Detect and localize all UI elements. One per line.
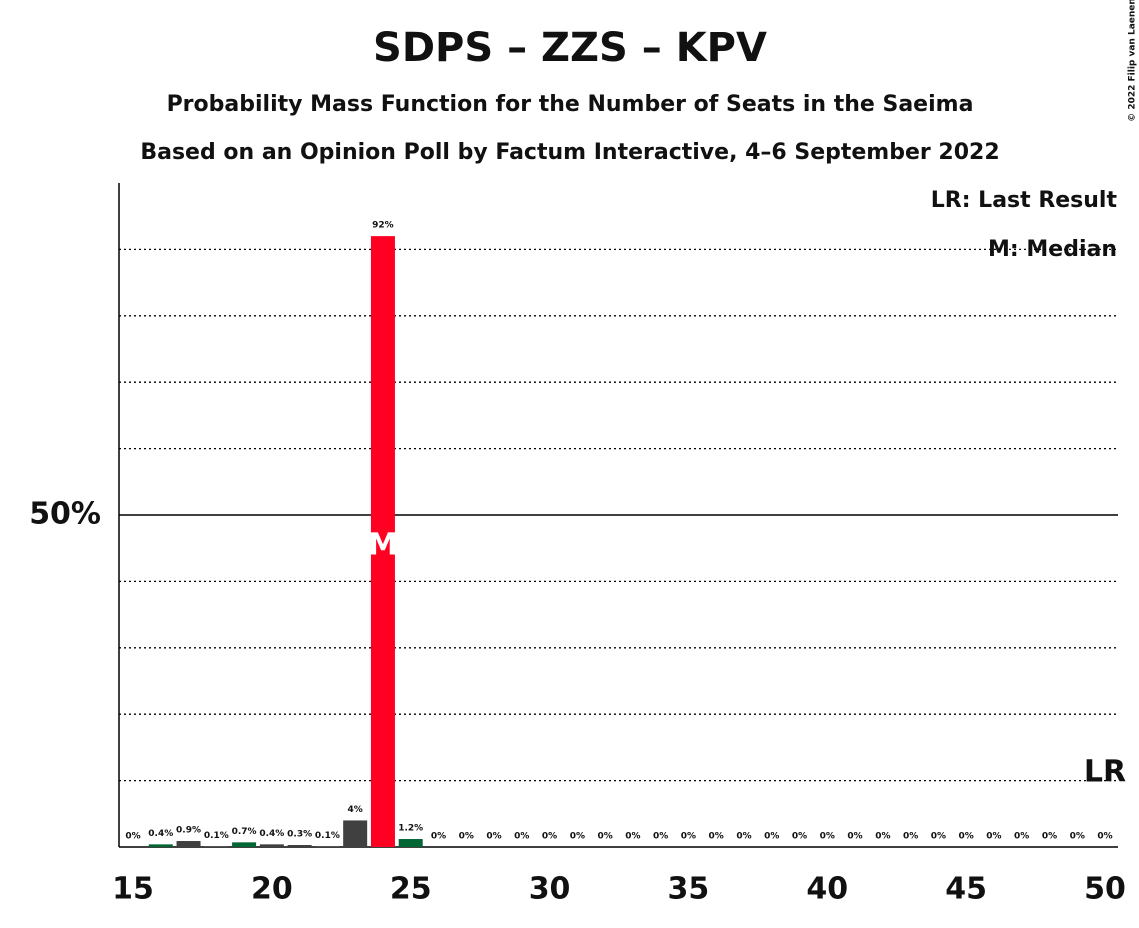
bar — [315, 846, 340, 847]
x-tick-label: 40 — [806, 872, 848, 907]
value-label: 0% — [653, 832, 668, 842]
value-label: 0% — [431, 832, 446, 842]
y-tick-label: 50% — [29, 497, 101, 532]
value-label: 0% — [597, 832, 612, 842]
x-tick-label: 30 — [529, 872, 571, 907]
bar — [287, 845, 312, 847]
value-label: 0% — [820, 832, 835, 842]
value-label: 0.4% — [148, 829, 173, 839]
median-marker: M — [368, 528, 398, 563]
bar — [343, 820, 368, 847]
value-label: 0% — [1070, 832, 1085, 842]
bar — [370, 236, 395, 847]
value-label: 0.1% — [315, 831, 340, 841]
legend-entry: M: Median — [988, 237, 1117, 262]
value-label: 0% — [486, 832, 501, 842]
value-label: 0% — [792, 832, 807, 842]
chart-title: SDPS – ZZS – KPV — [373, 25, 767, 71]
value-label: 0.4% — [259, 829, 284, 839]
bar — [398, 839, 423, 847]
value-label: 0% — [1042, 832, 1057, 842]
value-label: 0.3% — [287, 830, 312, 840]
x-tick-label: 20 — [251, 872, 293, 907]
value-label: 0% — [681, 832, 696, 842]
value-label: 0% — [709, 832, 724, 842]
value-label: 0.7% — [232, 827, 257, 837]
value-label: 0% — [1097, 832, 1112, 842]
value-label: 0% — [931, 832, 946, 842]
value-label: 0% — [514, 832, 529, 842]
value-label: 1.2% — [398, 824, 423, 834]
value-label: 0% — [459, 832, 474, 842]
x-tick-label: 45 — [945, 872, 987, 907]
value-label: 0% — [1014, 832, 1029, 842]
copyright: © 2022 Filip van Laenen — [1128, 0, 1138, 122]
value-label: 0% — [125, 832, 140, 842]
bar — [259, 844, 284, 847]
legend-entry: LR: Last Result — [931, 188, 1118, 213]
bar — [232, 842, 257, 847]
chart-subtitle: Based on an Opinion Poll by Factum Inter… — [140, 140, 999, 165]
bar — [204, 846, 229, 847]
value-label: 4% — [348, 805, 363, 815]
bar — [148, 844, 173, 847]
value-label: 0% — [570, 832, 585, 842]
value-label: 92% — [372, 221, 394, 231]
chart-subtitle: Probability Mass Function for the Number… — [167, 92, 974, 117]
value-label: 0.9% — [176, 826, 201, 836]
value-label: 0% — [625, 832, 640, 842]
x-tick-label: 35 — [668, 872, 710, 907]
value-label: 0.1% — [204, 831, 229, 841]
last-result-marker: LR — [1084, 755, 1126, 790]
bar — [176, 841, 201, 847]
x-tick-label: 50 — [1084, 872, 1126, 907]
x-tick-label: 25 — [390, 872, 432, 907]
x-tick-label: 15 — [112, 872, 154, 907]
value-label: 0% — [847, 832, 862, 842]
value-label: 0% — [875, 832, 890, 842]
value-label: 0% — [764, 832, 779, 842]
value-label: 0% — [903, 832, 918, 842]
value-label: 0% — [542, 832, 557, 842]
value-label: 0% — [959, 832, 974, 842]
value-label: 0% — [736, 832, 751, 842]
value-label: 0% — [986, 832, 1001, 842]
